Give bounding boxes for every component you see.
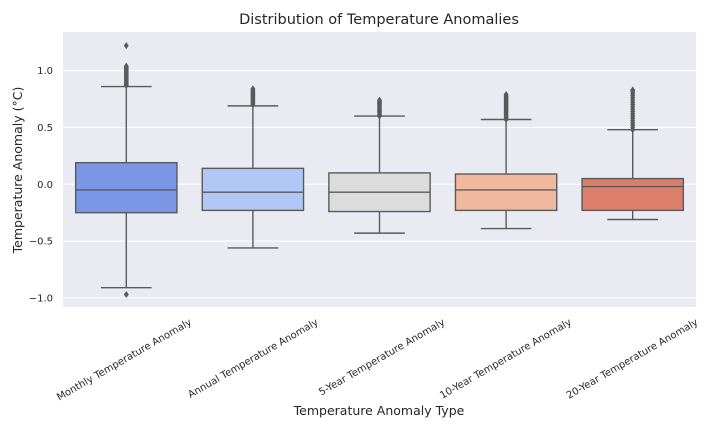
y-axis-label: Temperature Anomaly (°C) [10, 87, 25, 255]
y-tick-label: 0.5 [37, 123, 53, 134]
box-group [74, 42, 178, 299]
outlier-point [377, 96, 382, 104]
box-group [328, 96, 431, 234]
x-tick-label: 5-Year Temperature Anomaly [317, 317, 447, 398]
y-tick-label: 0.0 [37, 180, 53, 191]
x-axis-label: Temperature Anomaly Type [293, 403, 465, 418]
outlier-point [503, 90, 509, 99]
box-iqr [454, 173, 558, 212]
outlier-point [123, 290, 129, 299]
chart-title: Distribution of Temperature Anomalies [239, 12, 519, 28]
outlier-point [250, 85, 256, 93]
y-tick-label: 1.0 [37, 66, 53, 77]
x-tick-label: Monthly Temperature Anomaly [55, 317, 194, 403]
box-iqr [201, 167, 305, 212]
box-group [581, 86, 685, 221]
box-iqr [74, 161, 178, 214]
box-iqr [581, 177, 685, 212]
box-group [201, 85, 305, 249]
outlier-point [630, 86, 636, 94]
x-tick-label: 20-Year Temperature Anomaly [565, 317, 700, 402]
y-tick-labels: −1.0 −0.5 0.0 0.5 1.0 [29, 66, 53, 304]
box-group [454, 90, 558, 230]
y-tick-label: −0.5 [29, 237, 53, 248]
outlier-point [123, 62, 129, 70]
x-tick-label: 10-Year Temperature Anomaly [438, 317, 573, 402]
x-tick-label: Annual Temperature Anomaly [186, 317, 320, 401]
boxes-layer [74, 42, 685, 299]
y-tick-label: −1.0 [29, 293, 53, 304]
outlier-point [123, 42, 129, 50]
